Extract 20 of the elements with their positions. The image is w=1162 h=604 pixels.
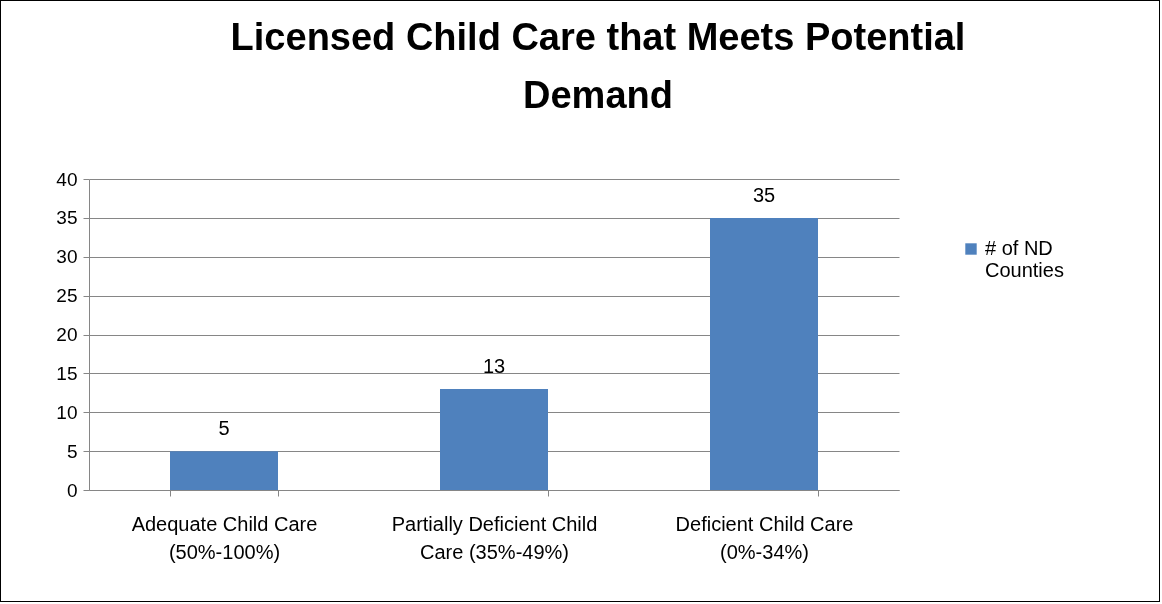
y-tick-label: 0: [66, 479, 78, 501]
data-label: 13: [482, 354, 506, 377]
y-tick-label: 25: [56, 285, 78, 307]
y-tick-label: 10: [56, 401, 78, 423]
y-tick-label: 5: [66, 440, 78, 462]
data-label: 5: [218, 417, 230, 440]
x-tick-label: Deficient Child Care (0%-34%): [675, 512, 854, 563]
chart-title: Licensed Child Care that Meets Potential Demand: [230, 16, 966, 116]
y-tick-label: 35: [56, 207, 78, 229]
data-label: 35: [752, 183, 776, 206]
x-tick-label: Adequate Child Care (50%-100%): [131, 512, 318, 563]
y-tick-label: 15: [56, 362, 78, 384]
x-tick-label: Partially Deficient Child Care (35%-49%): [391, 512, 598, 563]
y-tick-label: 40: [56, 168, 78, 190]
bar: [170, 451, 278, 490]
bar: [710, 217, 818, 490]
y-tick-label: 20: [56, 324, 78, 345]
legend-label: # of ND Counties: [985, 237, 1064, 281]
y-tick-label: 30: [56, 246, 78, 268]
bar: [440, 388, 548, 490]
